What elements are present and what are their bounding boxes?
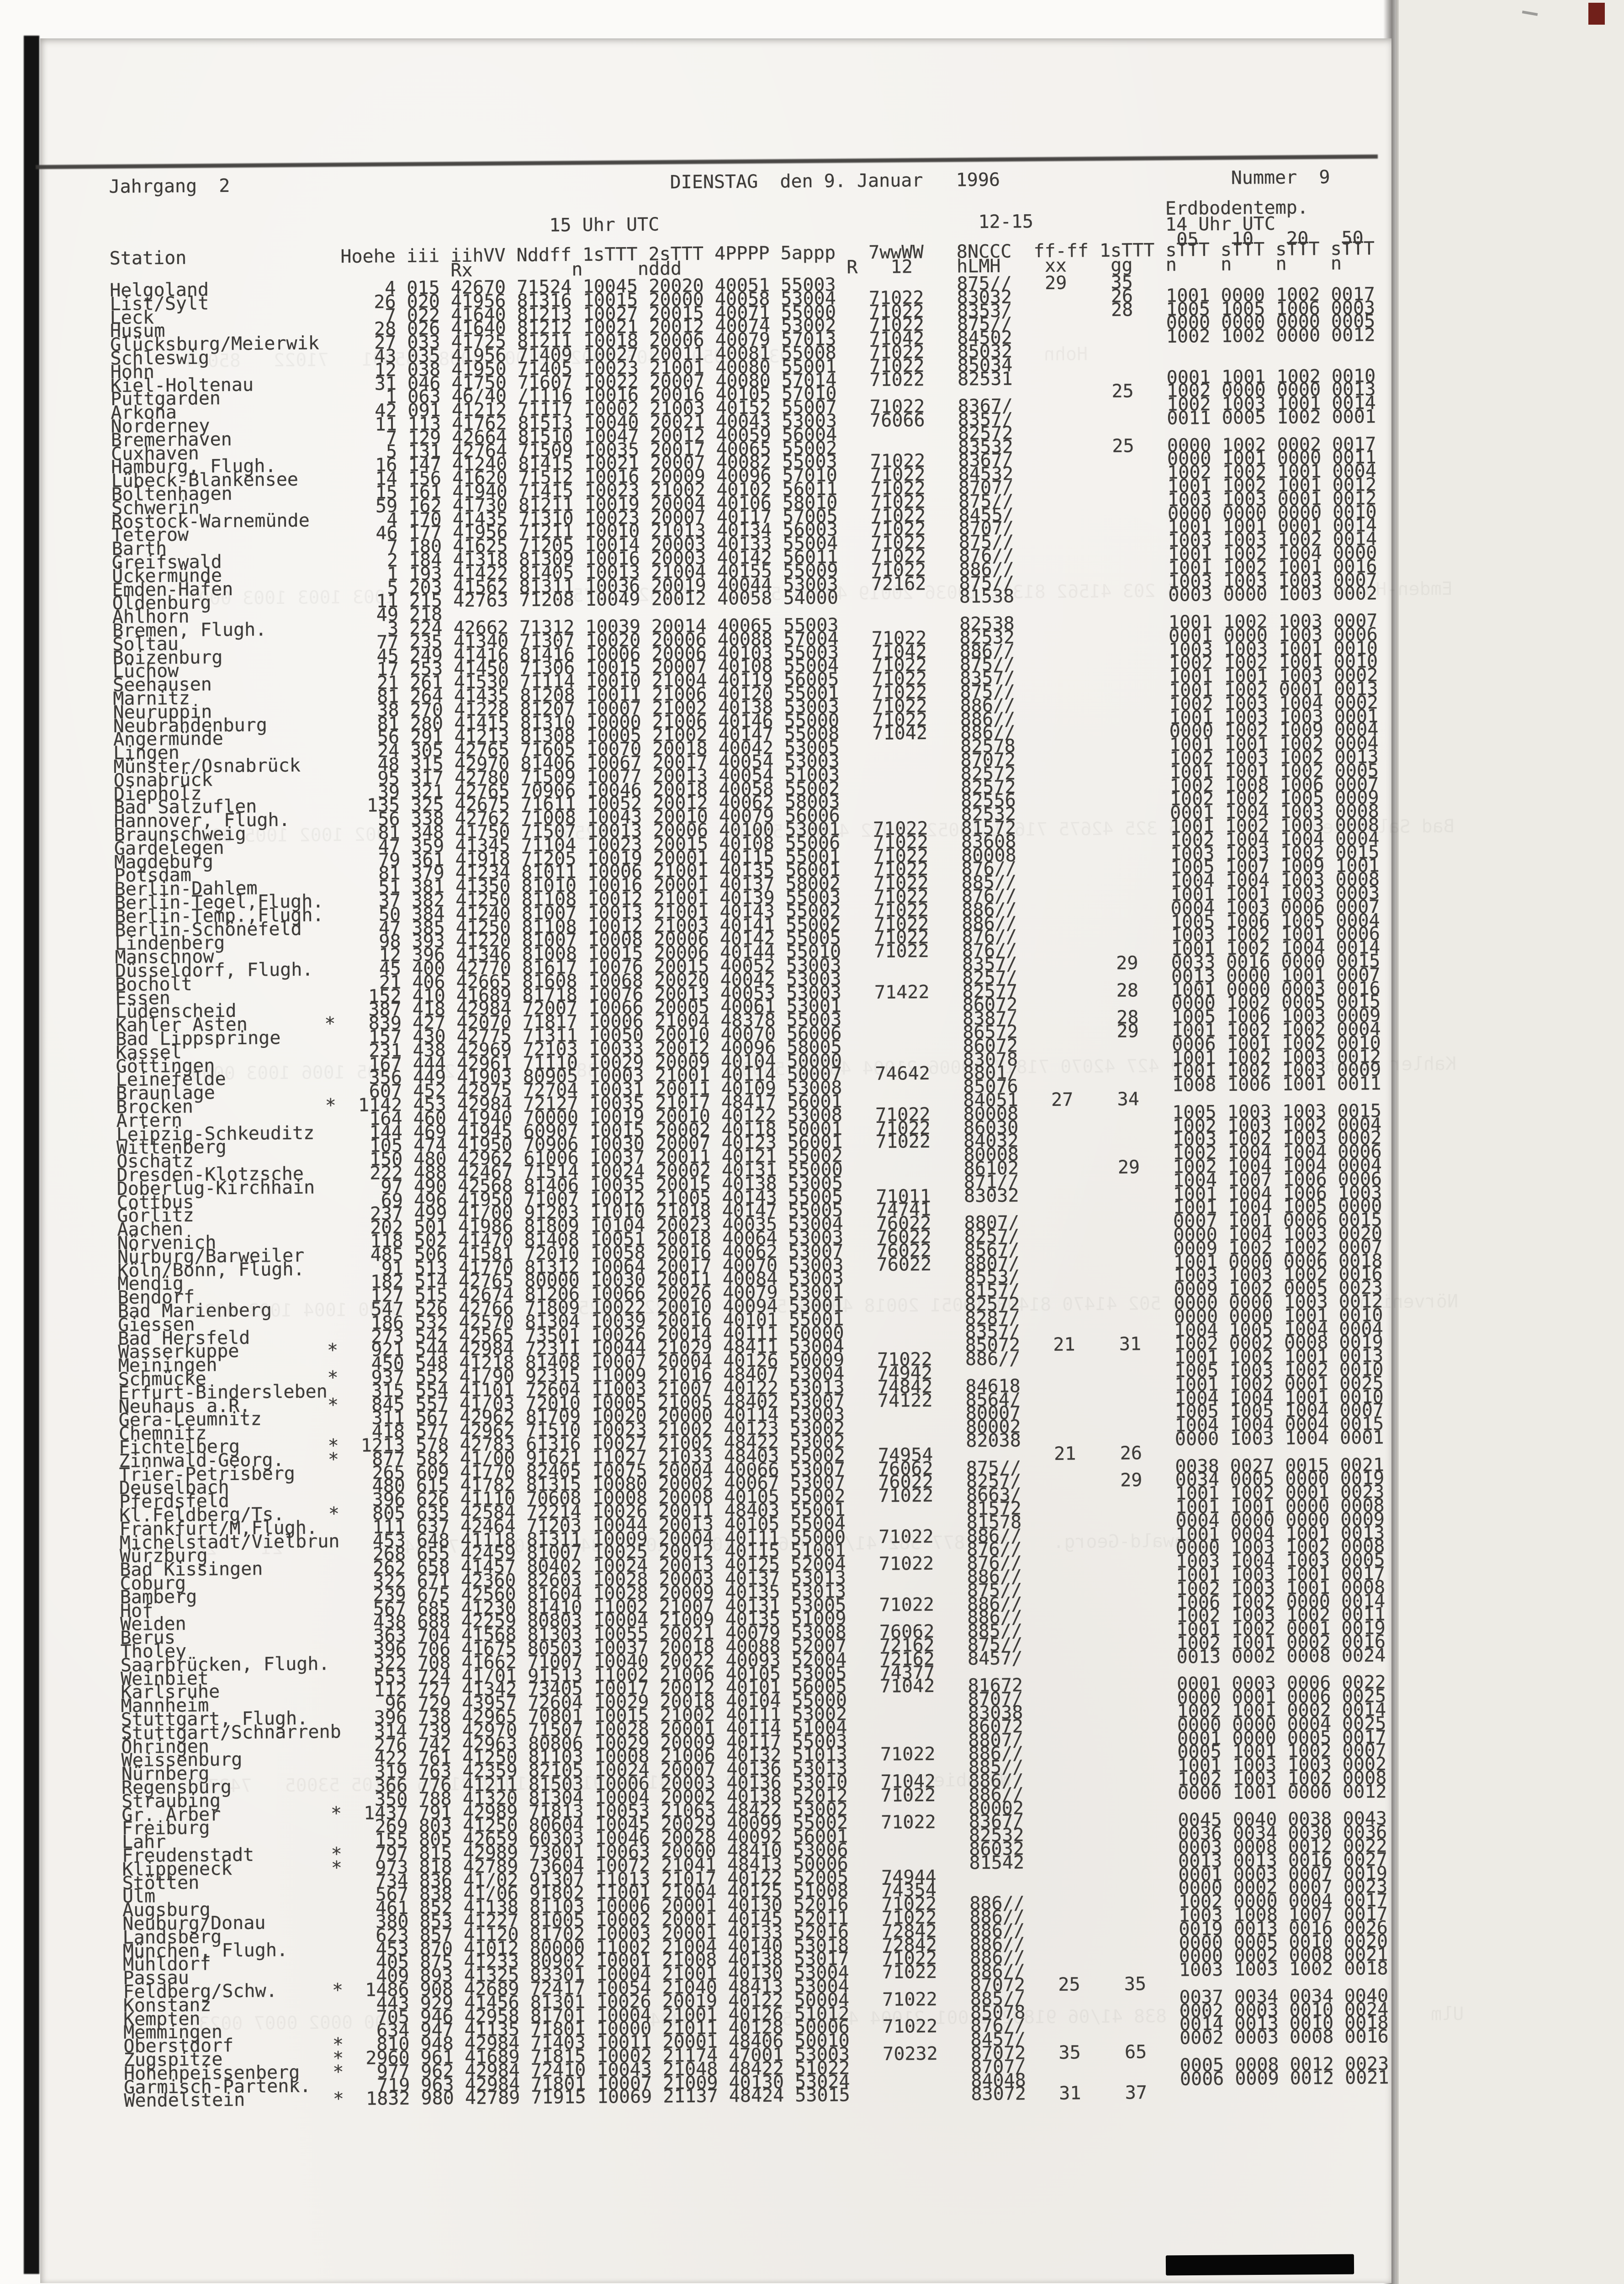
bleed-through-text: Hohn 12 038 41950 71405 10023 21001 4008… <box>0 0 1615 2034</box>
paper-sheet <box>40 38 1391 2283</box>
station-table: Helgoland 4 015 42670 71524 10045 20020 … <box>0 0 1615 2111</box>
page-top-rule <box>36 154 1378 169</box>
masthead-line: Jahrgang 2 DIENSTAG den 9. Januar 1996 N… <box>109 167 1330 198</box>
facing-page-edge <box>1396 0 1624 2284</box>
red-corner-mark <box>1588 3 1605 25</box>
scan-edge-bar <box>24 36 39 2274</box>
censor-bar <box>1165 2254 1354 2276</box>
